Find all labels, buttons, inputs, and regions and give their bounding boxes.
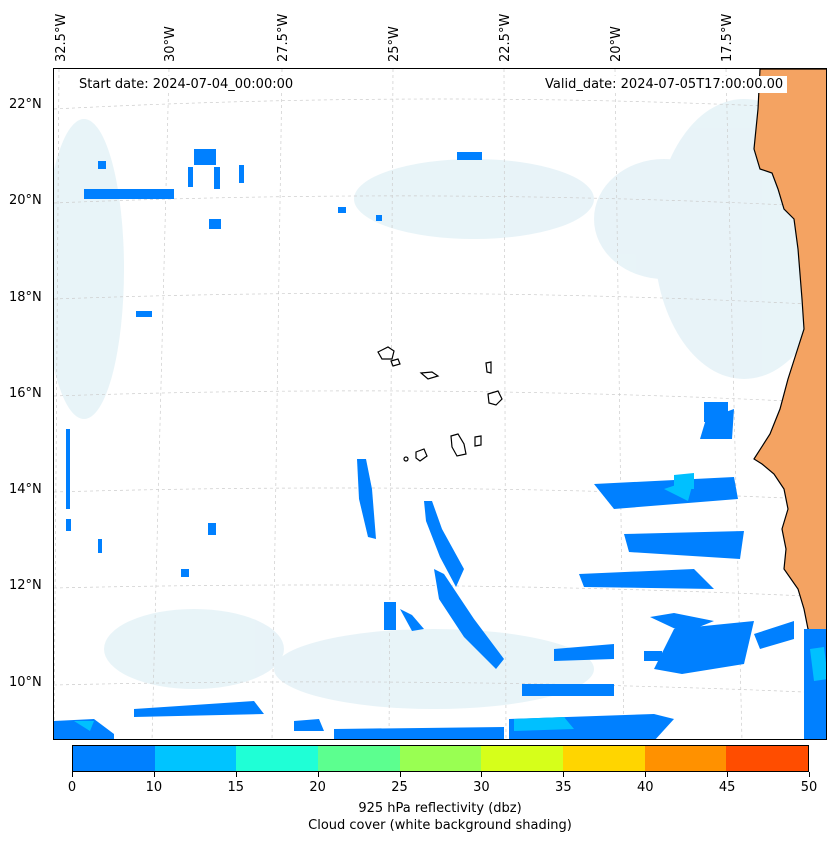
colorbar-tick-label: 50 bbox=[800, 780, 818, 795]
lon-label-27-5w: 27.5°W bbox=[276, 13, 291, 62]
lon-label-17-5w: 17.5°W bbox=[720, 13, 735, 62]
lon-label-22-5w: 22.5°W bbox=[498, 13, 513, 62]
colorbar-tick-label: 0 bbox=[67, 780, 77, 795]
colorbar-segment-4 bbox=[399, 746, 482, 771]
colorbar-tick-label: 30 bbox=[473, 780, 490, 795]
colorbar-segment-2 bbox=[236, 746, 319, 771]
reflectivity-colorbar bbox=[72, 745, 809, 772]
lon-label-20w: 20°W bbox=[609, 26, 624, 62]
colorbar-segment-8 bbox=[726, 746, 809, 771]
lat-label-20n: 20°N bbox=[9, 193, 42, 208]
valid-date-label: Valid_date: 2024-07-05T17:00:00.00 bbox=[541, 76, 788, 93]
lat-label-10n: 10°N bbox=[9, 675, 42, 690]
colorbar-segment-5 bbox=[481, 746, 564, 771]
colorbar-tick-label: 15 bbox=[227, 780, 245, 795]
colorbar-tick-label: 45 bbox=[718, 780, 736, 795]
map-canvas bbox=[54, 69, 826, 739]
map-panel bbox=[53, 68, 827, 740]
reflectivity-patches-light bbox=[74, 473, 826, 731]
colorbar-tick-label: 20 bbox=[309, 780, 326, 795]
colorbar-tick-label: 25 bbox=[391, 780, 408, 795]
colorbar-tick-mark bbox=[809, 772, 810, 777]
start-date-label: Start date: 2024-07-04_00:00:00 bbox=[75, 76, 298, 93]
cape-verde-islands bbox=[377, 346, 503, 462]
land-west-africa bbox=[753, 69, 826, 639]
colorbar-tick-mark bbox=[153, 772, 155, 777]
colorbar-segment-6 bbox=[563, 746, 645, 771]
colorbar-tick-label: 40 bbox=[636, 780, 654, 795]
colorbar-segment-0 bbox=[73, 746, 155, 771]
reflectivity-patches bbox=[54, 149, 826, 739]
colorbar-tick-mark bbox=[317, 772, 319, 777]
lon-label-32-5w: 32.5°W bbox=[54, 13, 69, 62]
colorbar-segment-1 bbox=[154, 746, 237, 771]
colorbar-tick-mark bbox=[481, 772, 483, 777]
colorbar-tick-mark bbox=[399, 772, 401, 777]
lat-label-12n: 12°N bbox=[9, 578, 42, 593]
lat-label-14n: 14°N bbox=[9, 482, 42, 497]
lat-label-18n: 18°N bbox=[9, 290, 42, 305]
colorbar-tick-mark bbox=[645, 772, 647, 777]
colorbar-title-line2: Cloud cover (white background shading) bbox=[308, 818, 572, 833]
lat-label-22n: 22°N bbox=[9, 97, 42, 112]
lon-label-30w: 30°W bbox=[163, 26, 178, 62]
colorbar-tick-label: 10 bbox=[145, 780, 163, 795]
lon-label-25w: 25°W bbox=[387, 26, 402, 62]
colorbar-tick-mark bbox=[72, 772, 73, 777]
colorbar-tick-mark bbox=[563, 772, 565, 777]
colorbar-segment-3 bbox=[318, 746, 400, 771]
colorbar-segment-7 bbox=[644, 746, 727, 771]
colorbar-tick-mark bbox=[727, 772, 729, 777]
lat-label-16n: 16°N bbox=[9, 386, 42, 401]
colorbar-title-line1: 925 hPa reflectivity (dbz) bbox=[358, 801, 522, 816]
colorbar-tick-label: 35 bbox=[555, 780, 572, 795]
colorbar-tick-mark bbox=[235, 772, 237, 777]
